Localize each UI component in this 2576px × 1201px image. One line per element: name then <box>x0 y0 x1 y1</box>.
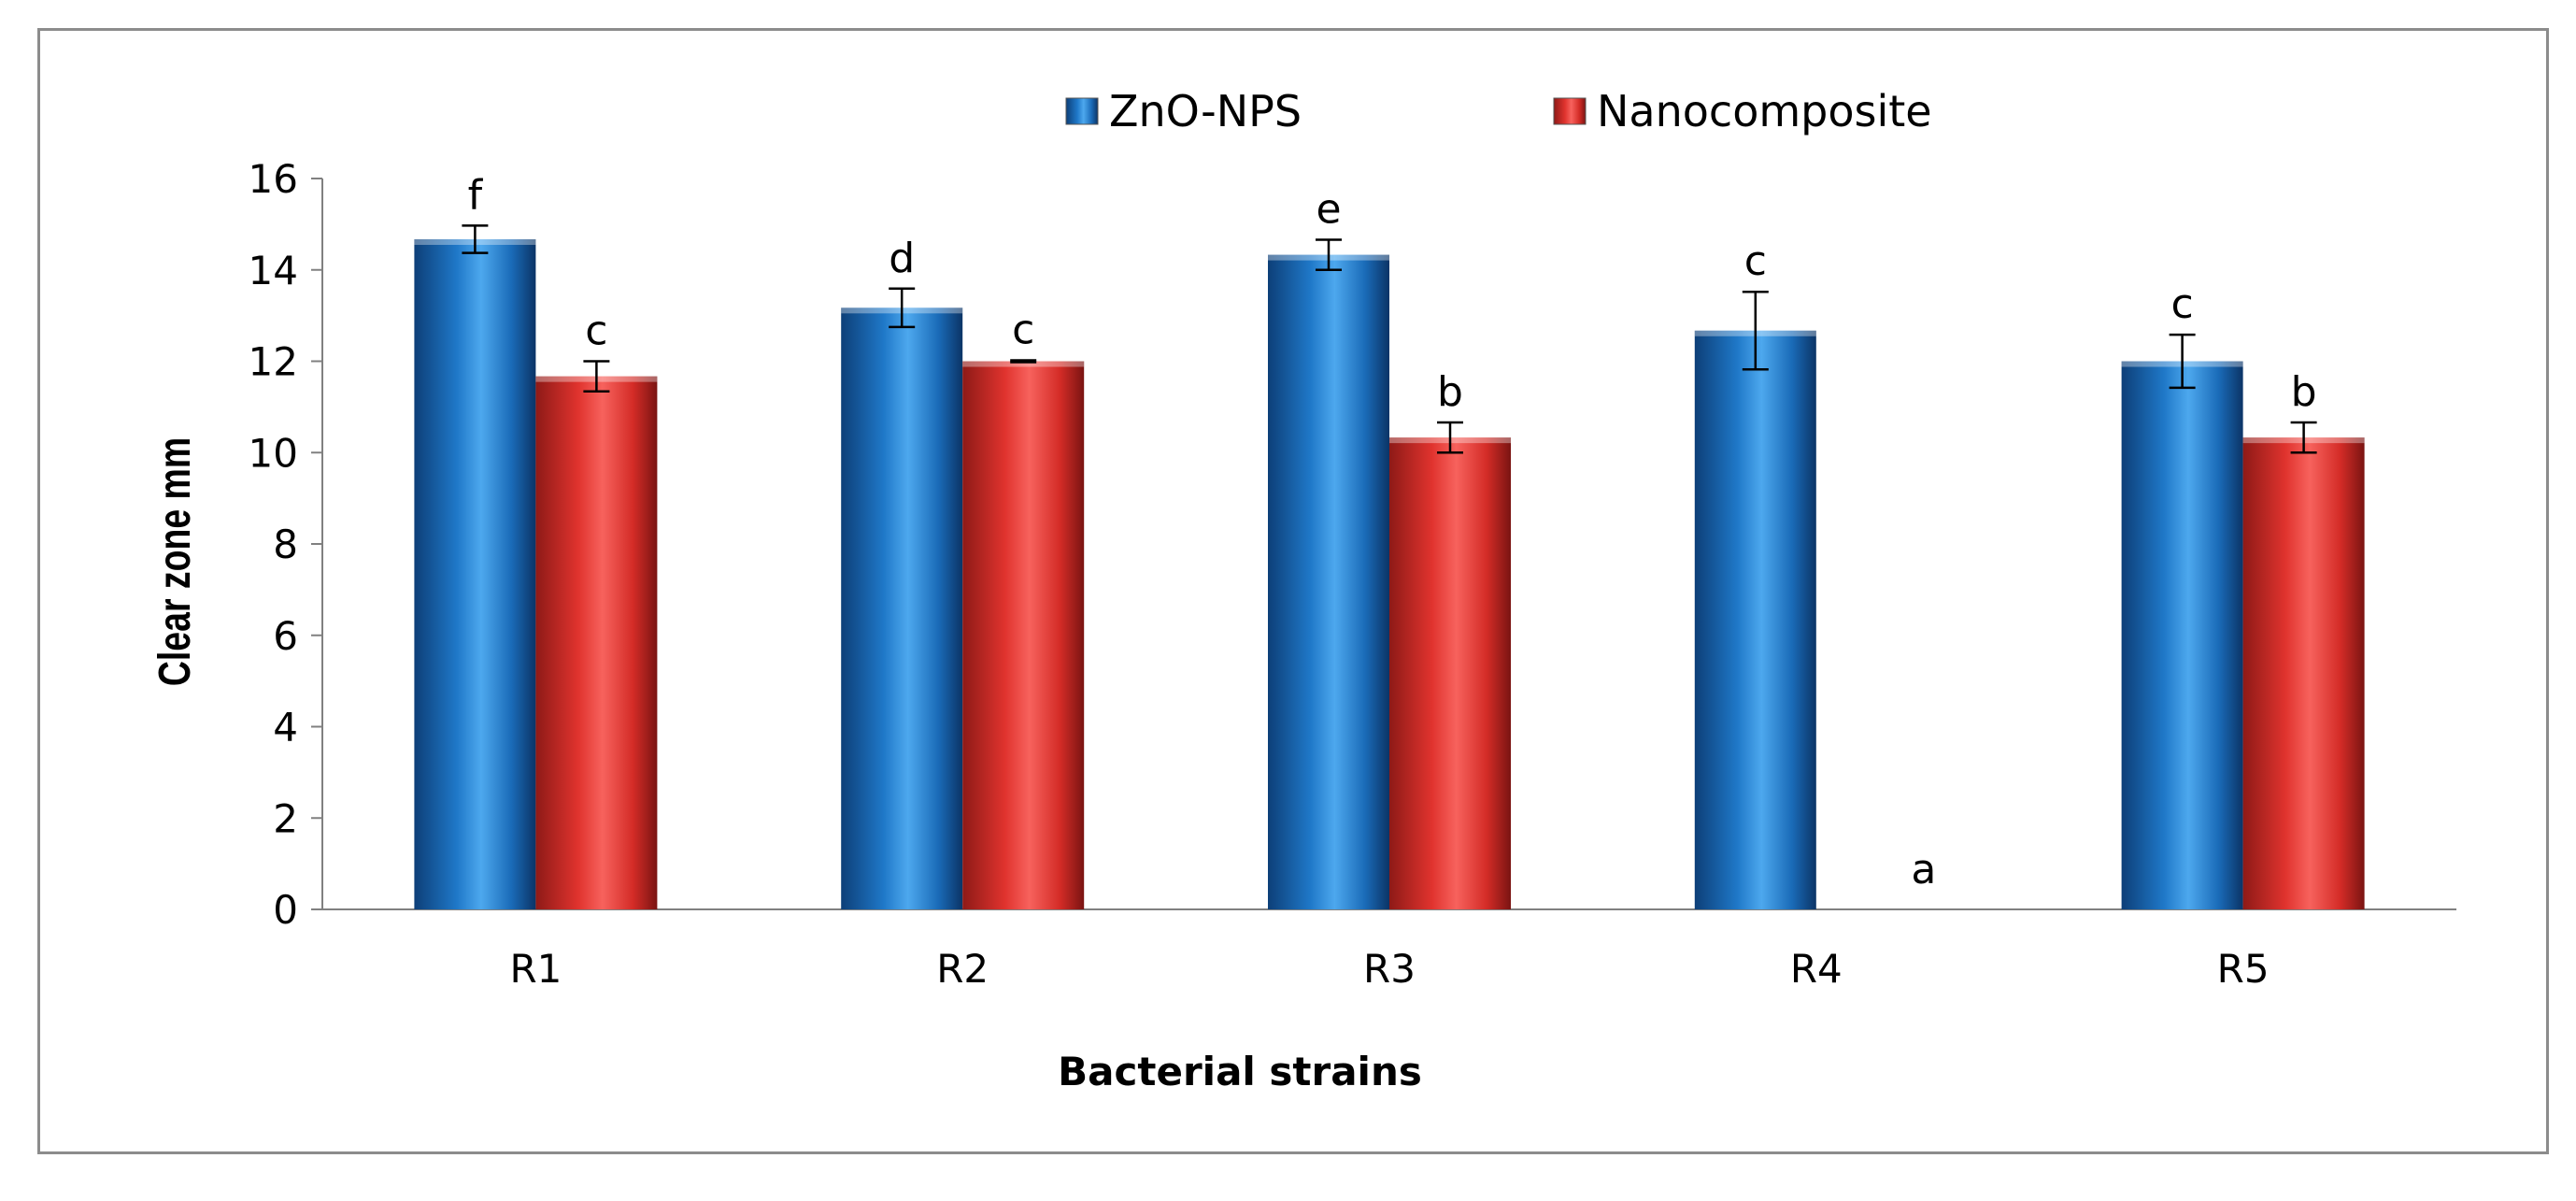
legend-label: ZnO-NPS <box>1109 86 1302 136</box>
y-tick-label: 16 <box>249 156 298 202</box>
chart-frame: ZnO-NPS Nanocomposite 0 2 4 6 8 10 12 14 16 R1 R2 R… <box>37 28 2549 1154</box>
x-tick-label: R5 <box>2217 946 2270 992</box>
y-axis-title: Clear zone mm <box>150 437 201 686</box>
significance-letters: f c d c e b c a c b <box>462 171 2317 894</box>
significance-letter: a <box>1911 846 1936 894</box>
x-tick-label: R3 <box>1363 946 1416 992</box>
y-tick-label: 2 <box>273 795 298 841</box>
significance-letter: b <box>2291 368 2317 416</box>
y-tick-label: 8 <box>273 522 298 567</box>
significance-letter: c <box>1012 307 1034 354</box>
y-tick-label: 14 <box>249 248 298 293</box>
x-axis-title: Bacterial strains <box>1058 1049 1422 1094</box>
y-axis: 0 2 4 6 8 10 12 14 16 <box>249 156 323 933</box>
bar-top-highlight <box>962 361 1085 367</box>
significance-letter: c <box>585 307 607 355</box>
significance-letter: e <box>1316 185 1341 233</box>
legend-swatch <box>1553 97 1587 125</box>
bar <box>2242 437 2365 909</box>
bars <box>414 239 2365 910</box>
bar <box>841 307 963 909</box>
bar <box>1389 437 1511 909</box>
y-tick-label: 0 <box>273 887 298 933</box>
x-tick-label: R4 <box>1790 946 1843 992</box>
bar <box>2121 361 2243 909</box>
bar <box>535 376 658 909</box>
y-tick-label: 12 <box>249 339 298 385</box>
bar <box>414 239 536 909</box>
bar <box>962 361 1085 909</box>
legend-swatch <box>1065 97 1099 125</box>
significance-letter: d <box>889 235 915 282</box>
x-tick-label: R2 <box>936 946 989 992</box>
y-tick-label: 4 <box>273 705 298 751</box>
significance-letter: c <box>1744 237 1767 285</box>
significance-letter: b <box>1437 368 1463 416</box>
bar <box>1694 330 1816 909</box>
significance-letter: f <box>468 171 484 219</box>
x-axis: R1 R2 R3 R4 R5 <box>322 908 2456 992</box>
y-tick-label: 6 <box>273 613 298 659</box>
legend-label: Nanocomposite <box>1597 86 1932 136</box>
x-tick-label: R1 <box>509 946 562 992</box>
legend: ZnO-NPS Nanocomposite <box>1065 86 1932 136</box>
y-tick-label: 10 <box>249 430 298 476</box>
bar <box>1268 254 1389 910</box>
significance-letter: c <box>2170 280 2193 328</box>
